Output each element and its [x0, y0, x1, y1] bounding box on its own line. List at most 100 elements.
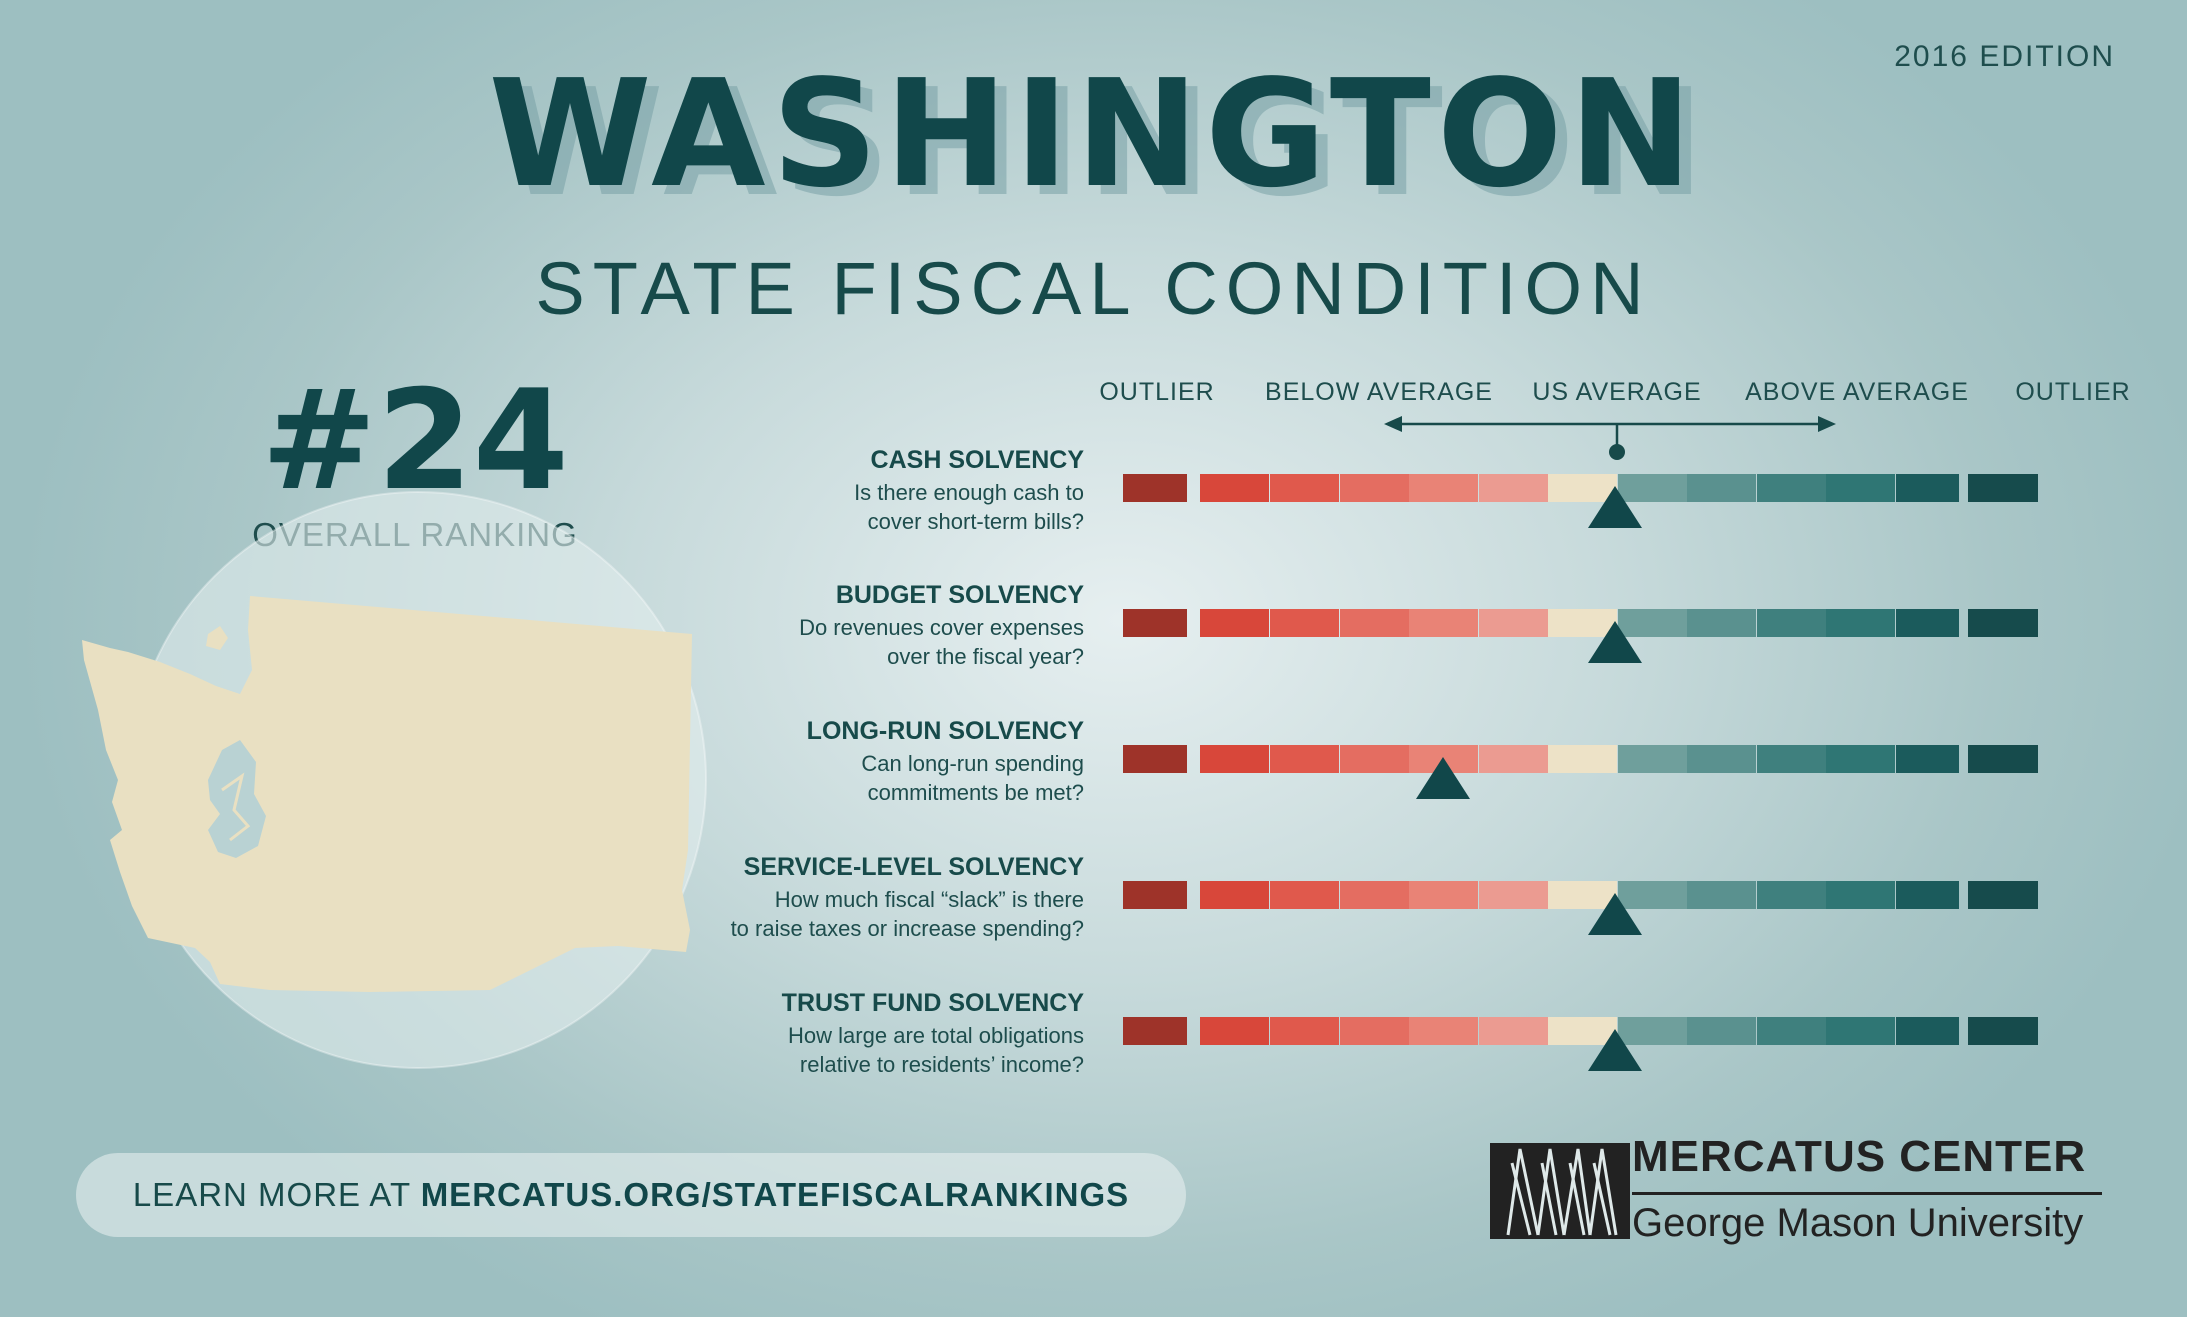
- scale-segment: [1123, 1017, 1187, 1045]
- scale-segment: [1968, 1017, 2038, 1045]
- metric-question-line: How large are total obligations: [788, 1023, 1084, 1048]
- scale-segment: [1757, 474, 1826, 502]
- scale-segment: [1409, 609, 1478, 637]
- scale-segment: [1826, 474, 1895, 502]
- scale-segment: [1687, 474, 1756, 502]
- mercatus-logo-icon: [1490, 1143, 1630, 1239]
- scale-segment: [1687, 881, 1756, 909]
- scale-segment: [1479, 1017, 1548, 1045]
- score-marker-icon: [1415, 757, 1470, 799]
- scale-segment: [1479, 609, 1548, 637]
- scale-segment: [1200, 745, 1269, 773]
- metric-name: BUDGET SOLVENCY: [835, 581, 1084, 609]
- metric-question-line: relative to residents’ income?: [799, 1052, 1084, 1077]
- scale-segment: [1270, 609, 1339, 637]
- scale-segment: [1340, 745, 1409, 773]
- washington-state-map-icon: [82, 596, 692, 992]
- scale-label-us-average: US AVERAGE: [1532, 378, 1702, 406]
- scale-segment: [1270, 881, 1339, 909]
- edition-label: 2016 EDITION: [1894, 40, 2115, 73]
- metric-question: How large are total obligations relative …: [564, 1021, 1084, 1079]
- org-university: George Mason University: [1632, 1201, 2084, 1245]
- scale-segment: [1826, 609, 1895, 637]
- scale-segment: [1687, 1017, 1756, 1045]
- metric-question: Can long-run spending commitments be met?: [564, 749, 1084, 807]
- score-marker-icon: [1588, 1029, 1642, 1071]
- metric-question: How much fiscal “slack” is there to raise…: [564, 885, 1084, 943]
- metric-question-line: Can long-run spending: [861, 751, 1084, 776]
- metric-question-line: Do revenues cover expenses: [799, 615, 1084, 640]
- scale-segment: [1479, 474, 1548, 502]
- overall-rank-number: #24: [261, 360, 569, 521]
- scale-segment: [1409, 881, 1478, 909]
- metric-question-line: to raise taxes or increase spending?: [730, 916, 1084, 941]
- scale-label-outlier-high: OUTLIER: [2015, 378, 2131, 406]
- metric-name: CASH SOLVENCY: [870, 446, 1084, 474]
- scale-segment: [1200, 1017, 1269, 1045]
- metric-question: Do revenues cover expenses over the fisca…: [564, 613, 1084, 671]
- scale-segment: [1270, 745, 1339, 773]
- scale-segment: [1340, 474, 1409, 502]
- scale-segment: [1123, 881, 1187, 909]
- average-axis-arrow: [1384, 416, 1836, 460]
- scale-segment: [1687, 745, 1756, 773]
- metric-question-line: How much fiscal “slack” is there: [774, 887, 1084, 912]
- org-name: MERCATUS CENTER: [1632, 1132, 2087, 1181]
- score-marker-icon: [1588, 486, 1642, 528]
- scale-label-above-average: ABOVE AVERAGE: [1745, 378, 1969, 406]
- metric-question-line: commitments be met?: [867, 780, 1084, 805]
- scale-segment: [1826, 1017, 1895, 1045]
- subtitle: STATE FISCAL CONDITION: [535, 247, 1652, 330]
- scale-segment: [1270, 1017, 1339, 1045]
- scale-segment: [1896, 1017, 1959, 1045]
- metric-question-line: Is there enough cash to: [854, 480, 1084, 505]
- scale-segment: [1968, 745, 2038, 773]
- scale-segment: [1896, 745, 1959, 773]
- scale-segment: [1826, 745, 1895, 773]
- state-title: WASHINGTON: [488, 48, 1699, 220]
- logo-divider: [1632, 1192, 2102, 1195]
- score-marker-icon: [1588, 621, 1642, 663]
- scale-segment: [1479, 881, 1548, 909]
- score-marker-icon: [1588, 893, 1642, 935]
- scale-segment: [1123, 609, 1187, 637]
- scale-segment: [1548, 745, 1617, 773]
- scale-segment: [1409, 474, 1478, 502]
- scale-segment: [1757, 881, 1826, 909]
- learn-more-pill[interactable]: LEARN MORE AT MERCATUS.ORG/STATEFISCALRA…: [76, 1153, 1186, 1237]
- metric-name: SERVICE-LEVEL SOLVENCY: [743, 853, 1084, 881]
- scale-segment: [1896, 609, 1959, 637]
- metric-question: Is there enough cash to cover short-term …: [564, 478, 1084, 536]
- scale-segment: [1409, 1017, 1478, 1045]
- metric-name: LONG-RUN SOLVENCY: [806, 717, 1084, 745]
- scale-segment: [1618, 745, 1687, 773]
- scale-segment: [1200, 474, 1269, 502]
- scale-label-below-average: BELOW AVERAGE: [1265, 378, 1493, 406]
- scale-segment: [1757, 1017, 1826, 1045]
- scale-segment: [1968, 881, 2038, 909]
- scale-segment: [1270, 474, 1339, 502]
- scale-segment: [1340, 609, 1409, 637]
- learn-more-text[interactable]: LEARN MORE AT MERCATUS.ORG/STATEFISCALRA…: [76, 1153, 1186, 1237]
- scale-segment: [1896, 881, 1959, 909]
- scale-segment: [1200, 881, 1269, 909]
- scale-segment: [1340, 881, 1409, 909]
- scale-segment: [1479, 745, 1548, 773]
- metric-question-line: cover short-term bills?: [867, 509, 1084, 534]
- scale-segment: [1340, 1017, 1409, 1045]
- scale-label-outlier-low: OUTLIER: [1099, 378, 1215, 406]
- learn-more-link[interactable]: MERCATUS.ORG/STATEFISCALRANKINGS: [420, 1176, 1130, 1213]
- metric-name: TRUST FUND SOLVENCY: [781, 989, 1084, 1017]
- scale-segment: [1687, 609, 1756, 637]
- scale-segment: [1123, 474, 1187, 502]
- scale-segment: [1123, 745, 1187, 773]
- scale-segment: [1757, 745, 1826, 773]
- scale-segment: [1826, 881, 1895, 909]
- metric-question-line: over the fiscal year?: [887, 644, 1084, 669]
- scale-segment: [1200, 609, 1269, 637]
- learn-more-prefix: LEARN MORE AT: [132, 1176, 421, 1213]
- scale-segment: [1968, 609, 2038, 637]
- scale-segment: [1896, 474, 1959, 502]
- scale-segment: [1757, 609, 1826, 637]
